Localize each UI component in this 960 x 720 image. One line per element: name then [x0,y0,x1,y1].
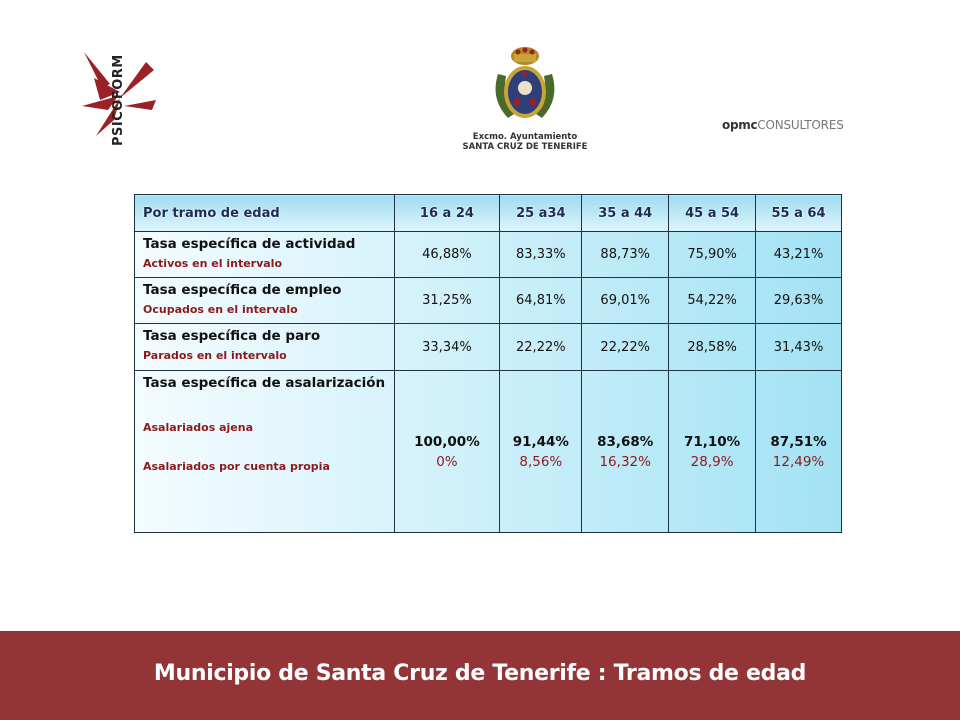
value-propia: 8,56% [519,453,563,470]
table-cell: 33,34% [393,323,501,371]
header-cell: 16 a 24 [393,194,501,232]
header-cell: 45 a 54 [668,194,757,232]
value-ajena: 83,68% [597,433,654,450]
table-row: Tasa específica de paro Parados en el in… [134,323,842,371]
value-ajena: 71,10% [683,433,741,450]
value-propia: 12,49% [772,453,825,470]
table-cell: 22,22% [581,323,670,371]
table-cell: 31,25% [393,277,501,324]
table-cell: 29,63% [755,277,842,324]
row-sublabel: Asalariados por cuenta propia [143,460,330,473]
table-header-row: Por tramo de edad 16 a 24 25 a34 35 a 44… [134,194,842,232]
table-cell: 31,43% [755,323,842,371]
table-cell: 28,58% [668,323,757,371]
table-row: Tasa específica de empleo Ocupados en el… [134,277,842,324]
value-propia: 28,9% [690,453,734,470]
table-cell: 88,73% [581,231,670,278]
table-cell: 64,81% [499,277,583,324]
psicoform-emblem-icon [82,52,156,136]
row-sublabel: Parados en el intervalo [143,349,287,362]
table-cell: 83,33% [499,231,583,278]
table-cell: 100,00% 0% [393,370,501,533]
table-cell: 22,22% [499,323,583,371]
ayuntamiento-line1: Excmo. Ayuntamiento [472,132,578,142]
row-label-cell: Tasa específica de actividad Activos en … [134,231,395,278]
coat-of-arms-icon [495,47,555,118]
row-label-cell: Tasa específica de paro Parados en el in… [134,323,395,371]
table-cell: 75,90% [668,231,757,278]
value-propia: 16,32% [599,453,651,470]
opmc-logo-light: CONSULTORES [757,118,844,132]
value-ajena: 91,44% [512,433,569,450]
header-cell: 25 a34 [499,194,583,232]
row-label-cell: Tasa específica de asalarización Asalari… [134,370,395,533]
row-sublabel: Asalariados ajena [143,421,254,434]
age-range-table: Por tramo de edad 16 a 24 25 a34 35 a 44… [134,194,842,533]
ayuntamiento-line2: SANTA CRUZ DE TENERIFE [462,142,588,152]
row-label: Tasa específica de actividad [143,236,356,252]
header-cell: 55 a 64 [755,194,842,232]
opmc-logo-bold: opmc [722,118,758,132]
psicoform-wordmark: PSICOFORM [111,54,126,146]
header-cell: Por tramo de edad [134,194,395,232]
psicoform-logo [80,48,180,140]
row-label: Tasa específica de asalarización [143,375,386,391]
value-ajena: 87,51% [770,433,827,450]
table-cell: 54,22% [668,277,757,324]
table-cell: 83,68% 16,32% [581,370,670,533]
table-cell: 46,88% [393,231,501,278]
table-cell: 71,10% 28,9% [668,370,757,533]
table-cell: 69,01% [581,277,670,324]
table-row: Tasa específica de actividad Activos en … [134,231,842,278]
row-sublabel: Activos en el intervalo [143,257,283,270]
value-ajena: 100,00% [414,433,480,450]
table-cell: 87,51% 12,49% [755,370,842,533]
table-row: Tasa específica de asalarización Asalari… [134,370,842,533]
row-label: Tasa específica de paro [143,328,321,344]
table-cell: 91,44% 8,56% [499,370,583,533]
footer-title: Municipio de Santa Cruz de Tenerife : Tr… [153,661,807,686]
row-label-cell: Tasa específica de empleo Ocupados en el… [134,277,395,324]
header-cell: 35 a 44 [581,194,670,232]
row-label: Tasa específica de empleo [143,282,342,298]
opmc-logo: opmcCONSULTORES [722,118,844,132]
row-sublabel: Ocupados en el intervalo [143,303,298,316]
table-cell: 43,21% [755,231,842,278]
ayuntamiento-logo: Excmo. Ayuntamiento SANTA CRUZ DE TENERI… [450,44,600,164]
value-propia: 0% [436,453,458,470]
footer-bar: Municipio de Santa Cruz de Tenerife : Tr… [0,631,960,720]
